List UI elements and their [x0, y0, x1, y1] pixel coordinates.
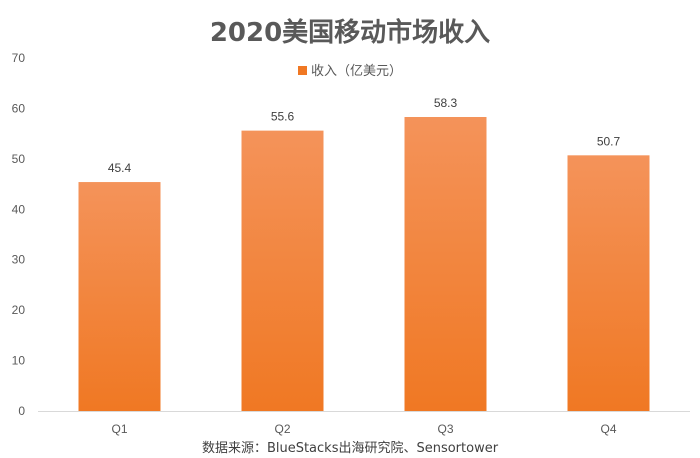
y-tick-label: 0	[18, 404, 25, 418]
x-tick-label: Q1	[111, 422, 127, 436]
y-tick-label: 30	[12, 253, 26, 267]
chart-title: 2020美国移动市场收入	[209, 18, 491, 48]
legend-label: 收入（亿美元）	[310, 64, 402, 79]
legend-swatch	[297, 66, 307, 75]
y-tick-label: 70	[12, 51, 26, 65]
y-tick-label: 60	[12, 101, 26, 115]
bar-q2	[241, 130, 324, 412]
data-label-q4: 50.7	[597, 134, 621, 148]
y-tick-label: 50	[12, 152, 26, 166]
x-tick-label: Q2	[274, 422, 290, 436]
bar-q3	[404, 117, 487, 411]
x-tick-label: Q4	[600, 422, 616, 436]
y-tick-label: 40	[12, 202, 26, 216]
bar-q4	[567, 155, 650, 411]
data-label-q1: 45.4	[108, 161, 132, 175]
data-label-q2: 55.6	[271, 110, 295, 124]
y-tick-label: 20	[12, 303, 26, 317]
data-label-q3: 58.3	[434, 96, 458, 110]
bars-group: 45.4 55.6 58.3 50.7	[78, 96, 650, 412]
bar-q1	[78, 182, 161, 411]
x-axis: Q1 Q2 Q3 Q4	[111, 422, 616, 436]
x-tick-label: Q3	[437, 422, 453, 436]
legend: 收入（亿美元）	[0, 60, 700, 79]
y-axis: 0 10 20 30 40 50 60 70	[12, 51, 26, 418]
y-tick-label: 10	[12, 354, 26, 368]
source-note: 数据来源：BlueStacks出海研究院、Sensortower	[201, 441, 499, 456]
